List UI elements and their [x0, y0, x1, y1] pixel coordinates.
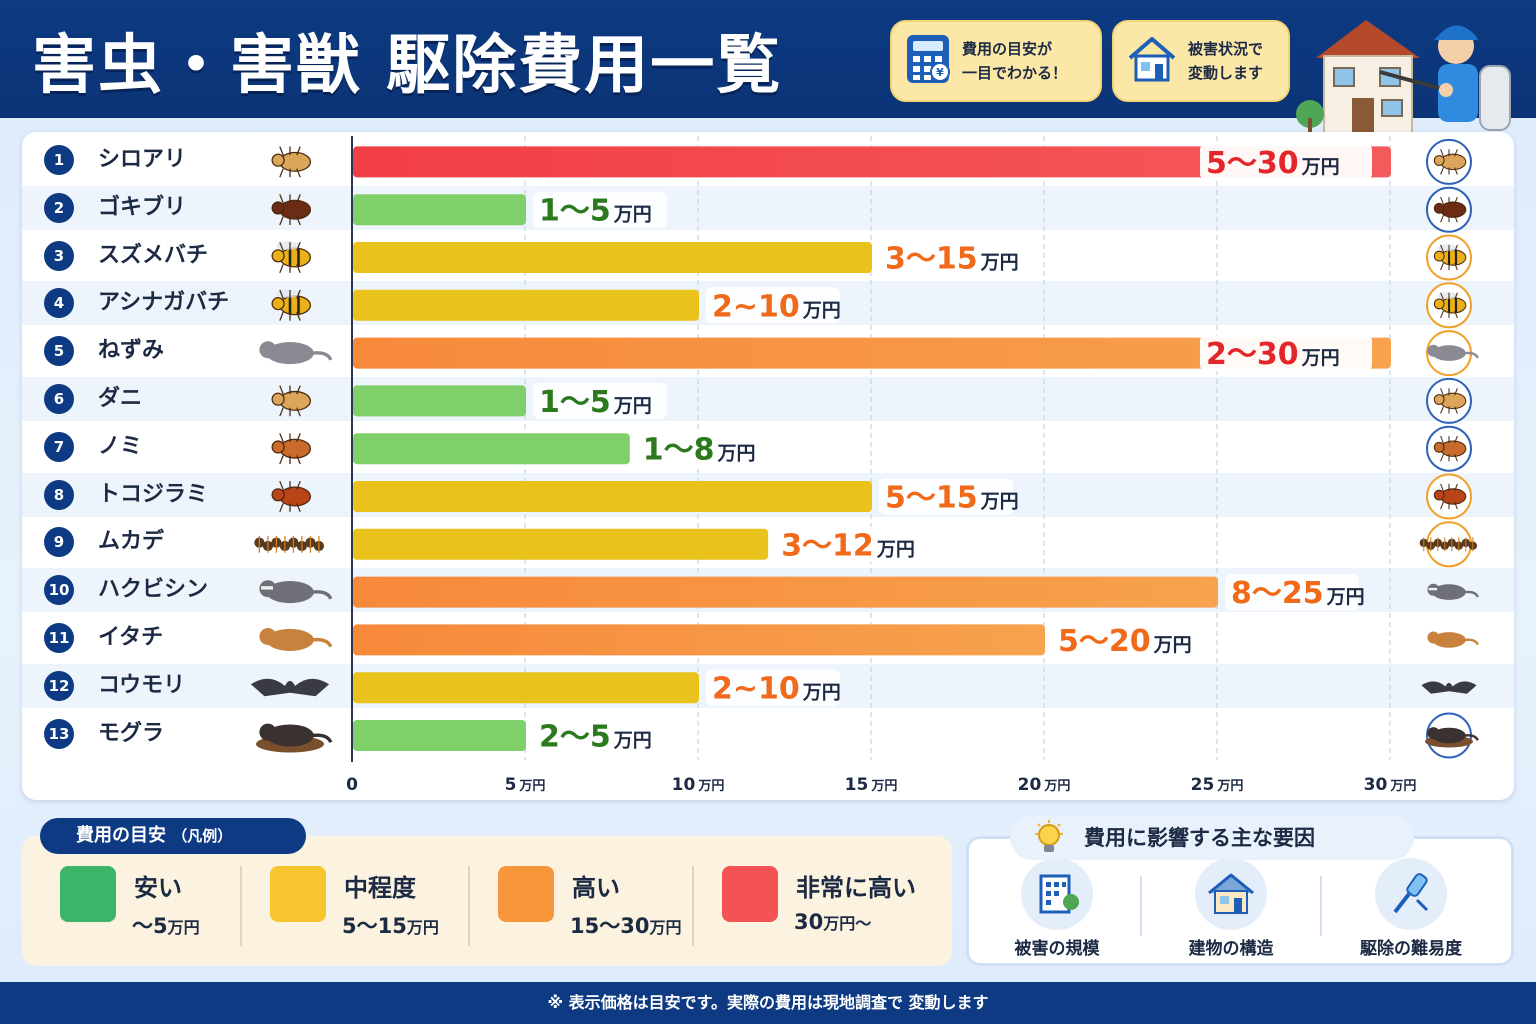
rank-badge: 3	[44, 240, 74, 271]
row-background	[22, 329, 1514, 373]
rank-badge: 10	[44, 575, 74, 606]
legend-title-text: 費用の目安	[76, 825, 166, 846]
pest-name: モグラ	[98, 720, 165, 746]
row-background	[22, 712, 1514, 756]
legend-swatch	[722, 866, 778, 922]
row-background	[22, 377, 1514, 421]
pest-name: トコジラミ	[98, 481, 209, 507]
factor-divider	[1140, 876, 1142, 936]
row-background	[22, 520, 1514, 564]
lightbulb-icon	[1032, 820, 1066, 871]
row-background	[22, 616, 1514, 660]
factor-label: 建物の構造	[1188, 939, 1274, 959]
factors-title: 費用に影響する主な要因	[1010, 816, 1414, 860]
rank-badge: 8	[44, 479, 74, 510]
legend-name: 安い	[134, 874, 182, 902]
rank-badge: 7	[44, 431, 74, 462]
row-background	[22, 185, 1514, 230]
pest-name: ねずみ	[98, 338, 165, 364]
row-background	[22, 425, 1514, 469]
sprayer-icon	[1375, 858, 1447, 930]
building-icon	[1021, 858, 1093, 930]
legend-divider	[468, 866, 470, 946]
rank-badge: 13	[44, 718, 74, 749]
legend-divider	[692, 866, 694, 946]
badge-price-guide-line2: 一目でわかる！	[962, 64, 1068, 82]
legend-range: 5～15万円	[342, 914, 439, 938]
pest-name: コウモリ	[98, 672, 186, 698]
factor-structure: 建物の構造	[1156, 858, 1306, 959]
factor-label: 被害の規模	[1014, 939, 1100, 959]
legend-range: 15～30万円	[570, 914, 682, 938]
house-icon	[1195, 858, 1267, 930]
legend-name: 非常に高い	[796, 874, 916, 902]
legend-divider	[240, 866, 242, 946]
badge-varies-line1: 被害状況で	[1188, 40, 1264, 58]
row-background	[22, 234, 1514, 278]
rank-badge: 9	[44, 527, 74, 558]
badge-price-guide-line1: 費用の目安が	[962, 40, 1053, 58]
row-background	[22, 138, 1514, 182]
badge-price-guide: ¥ 費用の目安が 一目でわかる！	[890, 20, 1102, 102]
svg-text:¥: ¥	[936, 66, 944, 79]
factor-scale: 被害の規模	[982, 858, 1132, 959]
calculator-icon: ¥	[904, 32, 952, 90]
pest-name: ダニ	[98, 386, 143, 411]
pest-name: アシナガバチ	[98, 290, 230, 316]
footer-note: ※ 表示価格は目安です。実際の費用は現地調査で 変動します	[0, 982, 1536, 1024]
legend-panel	[22, 836, 952, 966]
legend-item: 中程度 5～15万円	[270, 866, 490, 946]
house-worker-illustration	[1296, 6, 1536, 156]
rank-badge: 1	[44, 145, 74, 175]
row-background	[22, 568, 1514, 613]
rank-badge: 2	[44, 192, 74, 223]
legend-item: 非常に高い 30万円～	[722, 866, 942, 946]
factor-divider	[1320, 876, 1322, 936]
rank-badge: 5	[44, 336, 74, 367]
factor-label: 駆除の難易度	[1360, 939, 1462, 959]
legend-name: 高い	[572, 874, 620, 902]
pest-name: シロアリ	[98, 147, 187, 172]
rank-badge: 11	[44, 623, 74, 653]
row-background	[22, 281, 1514, 326]
badge-varies-line2: 変動します	[1188, 64, 1264, 82]
pest-name: ムカデ	[98, 529, 165, 555]
legend-name: 中程度	[344, 874, 416, 902]
pest-name: スズメバチ	[98, 242, 209, 268]
row-background	[22, 663, 1514, 708]
legend-swatch	[270, 866, 326, 922]
legend-swatch	[60, 866, 116, 922]
rank-badge: 6	[44, 384, 74, 414]
legend-swatch	[498, 866, 554, 922]
legend-title: 費用の目安 （凡例）	[40, 818, 306, 854]
legend-title-note: （凡例）	[172, 827, 233, 845]
legend-range: 30万円～	[794, 910, 872, 934]
pest-name: ハクビシン	[98, 577, 209, 603]
legend-range: ～5万円	[132, 914, 200, 938]
pest-name: ノミ	[98, 433, 143, 459]
rank-badge: 12	[44, 670, 74, 701]
row-background	[22, 472, 1514, 517]
pest-name: ゴキブリ	[98, 194, 187, 220]
page-title: 害虫・害獣 駆除費用一覧	[32, 29, 783, 103]
factors-title-text: 費用に影響する主な要因	[1084, 826, 1315, 850]
legend-item: 高い 15～30万円	[498, 866, 718, 946]
factor-difficulty: 駆除の難易度	[1336, 858, 1486, 959]
rank-badge: 4	[44, 288, 74, 319]
legend-item: 安い ～5万円	[60, 866, 280, 946]
house-icon	[1126, 34, 1178, 88]
badge-varies: 被害状況で 変動します	[1112, 20, 1290, 102]
pest-name: イタチ	[98, 625, 164, 650]
